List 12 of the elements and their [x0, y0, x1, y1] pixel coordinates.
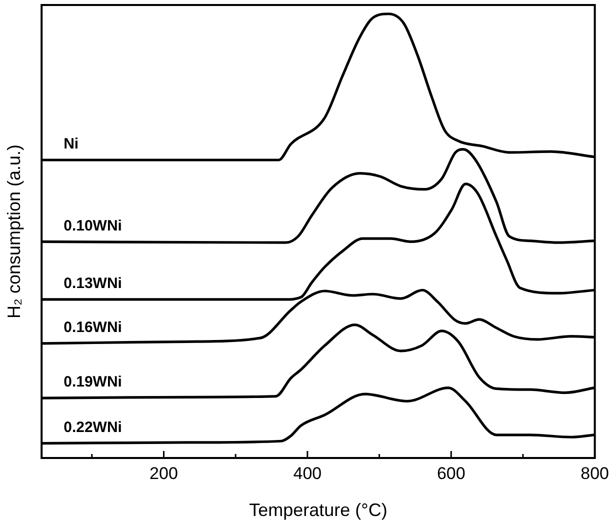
x-tick-label: 200	[150, 464, 178, 483]
series-label: Ni	[64, 136, 79, 153]
series-label: 0.22WNi	[64, 418, 122, 436]
series-label: 0.13WNi	[64, 275, 122, 292]
series-label: 0.16WNi	[64, 319, 122, 336]
x-axis-title: Temperature (°C)	[249, 500, 388, 520]
series-label: 0.19WNi	[64, 374, 122, 391]
series-label: 0.10WNi	[64, 217, 122, 234]
x-tick-label: 400	[293, 464, 322, 483]
y-axis-title: H₂ consumption (a.u.)	[4, 144, 24, 319]
x-tick-label: 800	[580, 464, 610, 483]
x-tick-label: 600	[436, 464, 466, 483]
